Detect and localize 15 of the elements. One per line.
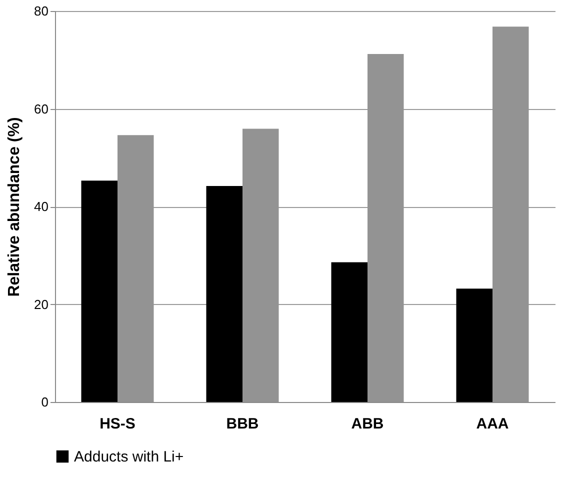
y-tick-label: 80 <box>34 4 48 18</box>
bar <box>456 288 492 402</box>
x-tick-label: AAA <box>476 416 509 432</box>
y-tick-label: 60 <box>34 101 48 116</box>
y-tick-label: 0 <box>41 394 48 410</box>
bar <box>206 186 242 402</box>
bar <box>81 180 118 402</box>
y-tick-label: 40 <box>34 199 48 214</box>
legend-label: Adducts with Li+ <box>74 448 184 466</box>
bar <box>331 262 368 402</box>
x-tick-label: HS-S <box>100 416 136 432</box>
x-tick-label: ABB <box>351 416 384 432</box>
x-tick-label: BBB <box>226 416 259 432</box>
y-axis-title: Relative abundance (%) <box>6 117 24 297</box>
y-tick-label: 20 <box>34 296 48 312</box>
